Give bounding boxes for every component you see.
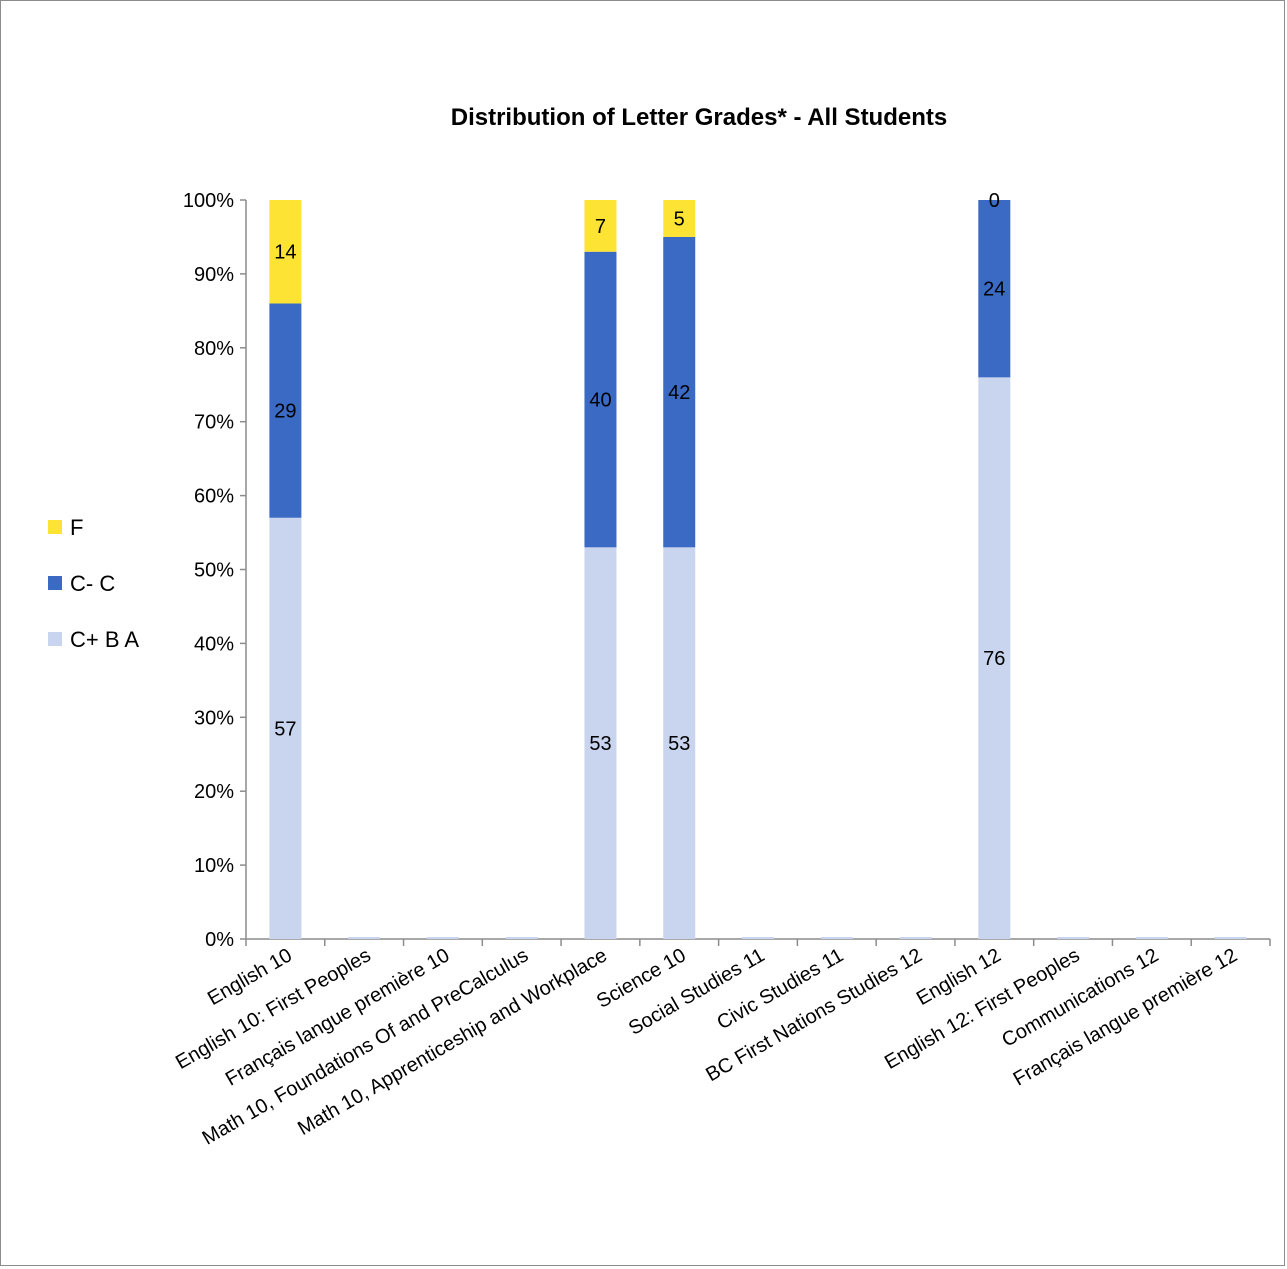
bar-empty xyxy=(505,937,538,939)
legend-swatch xyxy=(48,632,62,646)
bar-empty xyxy=(348,937,381,939)
y-tick-label: 100% xyxy=(183,190,234,212)
bar-segment xyxy=(584,251,617,548)
bar-empty xyxy=(1135,937,1168,939)
y-tick-label: 90% xyxy=(194,264,234,286)
data-label: 42 xyxy=(668,382,690,404)
legend-label: F xyxy=(70,515,83,540)
legend: F C- C C+ B A xyxy=(48,515,139,652)
x-tick-label: Social Studies 11 xyxy=(625,944,769,1040)
bar-empty xyxy=(820,937,853,939)
chart-title: Distribution of Letter Grades* - All Stu… xyxy=(451,104,947,131)
y-tick-label: 0% xyxy=(205,929,234,951)
data-label: 5 xyxy=(674,208,685,230)
bar-segment xyxy=(663,200,696,237)
bar-segment xyxy=(663,236,696,548)
bar-empty xyxy=(742,937,774,939)
bar-empty xyxy=(899,937,932,939)
data-label: 14 xyxy=(274,242,296,264)
y-tick-label: 10% xyxy=(194,855,234,877)
y-tick-label: 50% xyxy=(194,560,234,582)
y-tick-label: 80% xyxy=(194,338,234,360)
bar-segment xyxy=(584,200,617,252)
bar-segment xyxy=(978,377,1011,939)
y-tick-label: 30% xyxy=(194,707,234,729)
y-tick-label: 20% xyxy=(194,781,234,803)
data-label: 53 xyxy=(589,733,611,755)
data-label: 57 xyxy=(274,718,296,740)
bar-segment xyxy=(269,303,302,518)
data-label: 0 xyxy=(989,190,1000,212)
plot-area: 0%10%20%30%40%50%60%70%80%90%100%572914E… xyxy=(172,190,1271,1150)
bar-segment xyxy=(663,547,696,939)
y-tick-label: 60% xyxy=(194,486,234,508)
data-label: 7 xyxy=(595,216,606,238)
legend-swatch xyxy=(48,520,62,534)
data-label: 40 xyxy=(589,390,611,412)
bar-empty xyxy=(426,937,459,939)
bar-segment xyxy=(269,517,302,939)
data-label: 76 xyxy=(983,648,1005,670)
y-tick-label: 70% xyxy=(194,412,234,434)
y-tick-label: 40% xyxy=(194,633,234,655)
bar-segment xyxy=(978,200,1011,378)
bar-empty xyxy=(1057,937,1090,939)
data-label: 24 xyxy=(983,279,1005,301)
bar-segment xyxy=(584,547,617,939)
bar-empty xyxy=(1214,937,1247,939)
data-label: 29 xyxy=(274,401,296,423)
bar-segment xyxy=(269,200,302,304)
legend-label: C- C xyxy=(70,571,115,596)
legend-swatch xyxy=(48,576,62,590)
legend-label: C+ B A xyxy=(70,627,139,652)
data-label: 53 xyxy=(668,733,690,755)
